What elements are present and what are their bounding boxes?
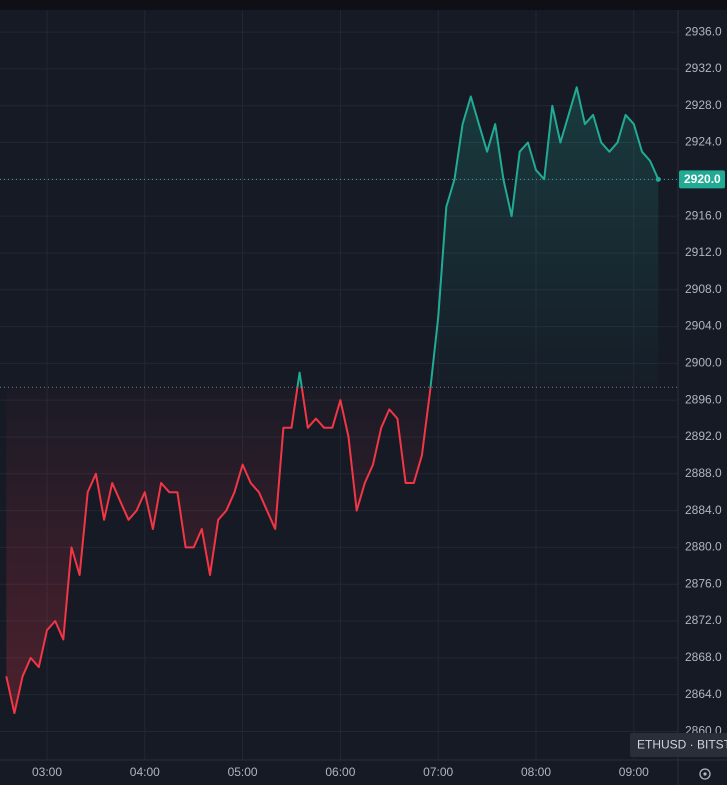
x-tick-label: 08:00 (521, 765, 551, 779)
y-tick-label: 2908.0 (685, 282, 722, 296)
last-price-box (679, 170, 725, 189)
y-tick-label: 2896.0 (685, 392, 722, 406)
y-tick-label: 2892.0 (685, 429, 722, 443)
y-tick-label: 2872.0 (685, 613, 722, 627)
y-tick-label: 2912.0 (685, 245, 722, 259)
y-tick-label: 2880.0 (685, 540, 722, 554)
settings-icon[interactable] (699, 768, 711, 780)
x-tick-label: 09:00 (619, 765, 649, 779)
y-tick-label: 2868.0 (685, 650, 722, 664)
y-tick-label: 2932.0 (685, 61, 722, 75)
y-tick-label: 2936.0 (685, 24, 722, 38)
legend-text: ETHUSD · BITST (637, 738, 727, 752)
y-tick-label: 2924.0 (685, 135, 722, 149)
y-tick-label: 2884.0 (685, 503, 722, 517)
plot (0, 86, 678, 715)
y-tick-label: 2888.0 (685, 466, 722, 480)
x-tick-label: 05:00 (228, 765, 258, 779)
y-tick-label: 2864.0 (685, 687, 722, 701)
settings-icon-dot (703, 772, 707, 776)
last-point (655, 176, 661, 182)
y-tick-label: 2916.0 (685, 208, 722, 222)
x-tick-label: 04:00 (130, 765, 160, 779)
legend: ETHUSD · BITST (630, 733, 727, 757)
baseline-fill (6, 87, 659, 714)
legend-box (630, 733, 727, 757)
x-tick-label: 06:00 (325, 765, 355, 779)
top-bar (0, 0, 727, 10)
price-line (5, 86, 660, 715)
y-tick-label: 2876.0 (685, 576, 722, 590)
y-tick-label: 2904.0 (685, 319, 722, 333)
y-tick-label: 2928.0 (685, 98, 722, 112)
x-tick-label: 07:00 (423, 765, 453, 779)
last-price-label: 2920.0 (684, 172, 721, 186)
x-tick-label: 03:00 (32, 765, 62, 779)
y-tick-label: 2900.0 (685, 356, 722, 370)
